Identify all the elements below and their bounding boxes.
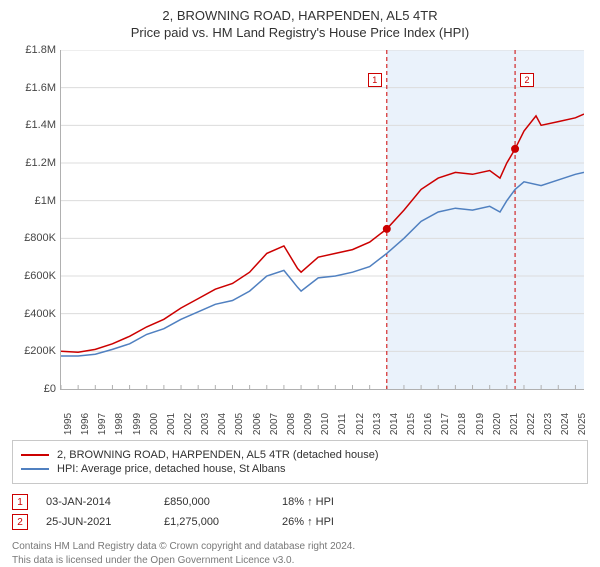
x-tick-label: 2016 — [423, 413, 434, 435]
sale-price-2: £1,275,000 — [164, 516, 264, 528]
x-axis-labels: 1995199619971998199920002001200220032004… — [60, 390, 584, 428]
x-tick-label: 2007 — [269, 413, 280, 435]
y-tick-label: £1.8M — [25, 44, 56, 56]
x-tick-label: 2012 — [355, 413, 366, 435]
x-tick-label: 1999 — [132, 413, 143, 435]
chart-marker-badge: 1 — [368, 73, 382, 87]
x-tick-label: 2000 — [149, 413, 160, 435]
sale-row-2: 2 25-JUN-2021 £1,275,000 26% ↑ HPI — [12, 514, 588, 530]
legend-item-property: 2, BROWNING ROAD, HARPENDEN, AL5 4TR (de… — [21, 449, 579, 461]
x-tick-label: 2006 — [252, 413, 263, 435]
plot-area: 12 — [60, 50, 584, 390]
x-tick-label: 2021 — [509, 413, 520, 435]
x-tick-label: 2001 — [166, 413, 177, 435]
y-tick-label: £0 — [44, 383, 56, 395]
x-tick-label: 1998 — [114, 413, 125, 435]
legend: 2, BROWNING ROAD, HARPENDEN, AL5 4TR (de… — [12, 440, 588, 484]
x-tick-label: 2017 — [440, 413, 451, 435]
y-tick-label: £600K — [24, 270, 56, 282]
y-tick-label: £1M — [35, 195, 56, 207]
attribution-line-1: Contains HM Land Registry data © Crown c… — [12, 540, 588, 554]
x-tick-label: 2024 — [560, 413, 571, 435]
sale-badge-2: 2 — [12, 514, 28, 530]
x-tick-label: 1996 — [80, 413, 91, 435]
title-block: 2, BROWNING ROAD, HARPENDEN, AL5 4TR Pri… — [12, 8, 588, 40]
sale-delta-2: 26% ↑ HPI — [282, 516, 382, 528]
x-tick-label: 2009 — [303, 413, 314, 435]
x-tick-label: 2008 — [286, 413, 297, 435]
y-tick-label: £800K — [24, 232, 56, 244]
x-tick-label: 2022 — [526, 413, 537, 435]
attribution-line-2: This data is licensed under the Open Gov… — [12, 554, 588, 567]
sale-delta-1: 18% ↑ HPI — [282, 496, 382, 508]
y-tick-label: £1.4M — [25, 119, 56, 131]
x-tick-label: 1995 — [63, 413, 74, 435]
x-tick-label: 2015 — [406, 413, 417, 435]
legend-swatch-property — [21, 454, 49, 456]
sales-table: 1 03-JAN-2014 £850,000 18% ↑ HPI 2 25-JU… — [12, 494, 588, 530]
legend-label-hpi: HPI: Average price, detached house, St A… — [57, 463, 286, 475]
chart-area: £0 £200K £400K £600K £800K £1M £1.2M £1.4M £1.6M… — [12, 50, 588, 420]
sale-row-1: 1 03-JAN-2014 £850,000 18% ↑ HPI — [12, 494, 588, 510]
sale-date-1: 03-JAN-2014 — [46, 496, 146, 508]
legend-label-property: 2, BROWNING ROAD, HARPENDEN, AL5 4TR (de… — [57, 449, 379, 461]
y-tick-label: £1.2M — [25, 157, 56, 169]
title-line-2: Price paid vs. HM Land Registry's House … — [12, 25, 588, 40]
x-tick-label: 2002 — [183, 413, 194, 435]
x-tick-label: 2018 — [457, 413, 468, 435]
y-tick-label: £400K — [24, 308, 56, 320]
x-tick-label: 2019 — [475, 413, 486, 435]
x-tick-label: 2004 — [217, 413, 228, 435]
x-tick-label: 2023 — [543, 413, 554, 435]
chart-container: 2, BROWNING ROAD, HARPENDEN, AL5 4TR Pri… — [0, 0, 600, 560]
y-axis-labels: £0£200K£400K£600K£800K£1M£1.2M£1.4M£1.6M… — [12, 50, 60, 390]
title-line-1: 2, BROWNING ROAD, HARPENDEN, AL5 4TR — [12, 8, 588, 23]
x-tick-label: 2011 — [337, 413, 348, 435]
x-tick-label: 1997 — [97, 413, 108, 435]
x-tick-label: 2013 — [372, 413, 383, 435]
y-tick-label: £200K — [24, 345, 56, 357]
sale-price-1: £850,000 — [164, 496, 264, 508]
legend-swatch-hpi — [21, 468, 49, 470]
y-tick-label: £1.6M — [25, 82, 56, 94]
sale-date-2: 25-JUN-2021 — [46, 516, 146, 528]
x-tick-label: 2003 — [200, 413, 211, 435]
attribution: Contains HM Land Registry data © Crown c… — [12, 540, 588, 567]
chart-marker-badge: 2 — [520, 73, 534, 87]
sale-badge-1: 1 — [12, 494, 28, 510]
x-tick-label: 2010 — [320, 413, 331, 435]
x-tick-label: 2005 — [234, 413, 245, 435]
x-tick-label: 2025 — [577, 413, 588, 435]
legend-item-hpi: HPI: Average price, detached house, St A… — [21, 463, 579, 475]
x-tick-label: 2020 — [492, 413, 503, 435]
x-tick-label: 2014 — [389, 413, 400, 435]
plot-svg — [61, 50, 584, 389]
